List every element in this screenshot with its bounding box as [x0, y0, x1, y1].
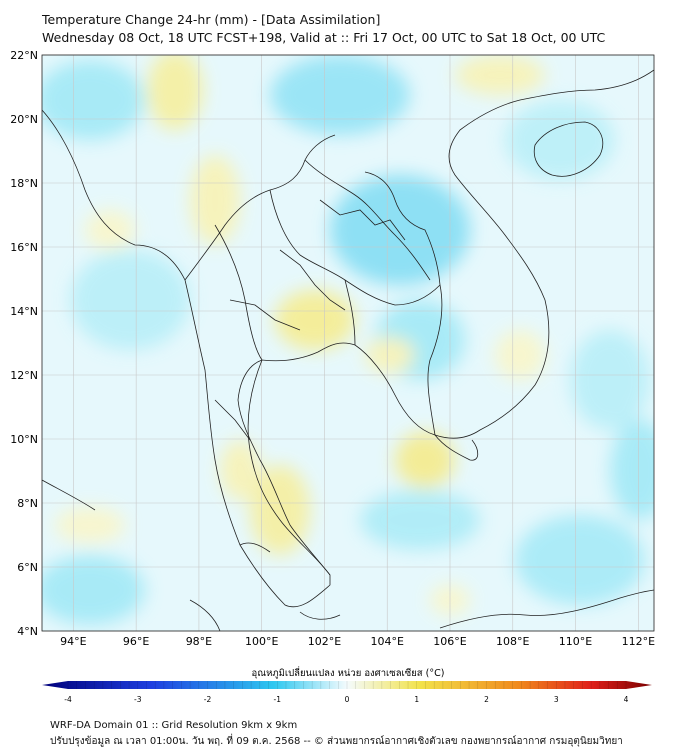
colorbar-tick-label: -4: [64, 695, 72, 704]
lat-label: 14°N: [10, 305, 38, 318]
footer-model-info: WRF-DA Domain 01 :: Grid Resolution 9km …: [50, 720, 298, 731]
colorbar-label: อุณหภูมิเปลี่ยนแปลง หน่วย องศาเซลเซียส (…: [252, 666, 445, 679]
colorbar-tick-label: -3: [134, 695, 142, 704]
lon-label: 110°E: [559, 635, 592, 648]
lat-label: 16°N: [10, 241, 38, 254]
lat-label: 22°N: [10, 49, 38, 62]
lat-label: 20°N: [10, 113, 38, 126]
lat-label: 8°N: [17, 497, 38, 510]
lat-label: 10°N: [10, 433, 38, 446]
colorbar-tick-label: 2: [484, 695, 489, 704]
map-frame: [41, 54, 655, 632]
lat-label: 18°N: [10, 177, 38, 190]
colorbar: อุณหภูมิเปลี่ยนแปลง หน่วย องศาเซลเซียส (…: [42, 666, 652, 704]
footer-credit: ปรับปรุงข้อมูล ณ เวลา 01:00น. วัน พฤ. ที…: [50, 736, 623, 747]
colorbar-ticks: -4 -3 -2 -1 0 1 2 3 4: [64, 695, 628, 704]
coastlines-and-borders: [42, 69, 654, 631]
lon-label: 100°E: [245, 635, 278, 648]
lon-label: 108°E: [496, 635, 529, 648]
lon-label: 106°E: [433, 635, 466, 648]
graticule: [42, 54, 654, 632]
colorbar-tick-label: 3: [554, 695, 559, 704]
lon-label: 104°E: [371, 635, 404, 648]
map-title: Temperature Change 24-hr (mm) - [Data As…: [42, 12, 381, 27]
lon-label: 112°E: [622, 635, 655, 648]
lon-label: 94°E: [60, 635, 86, 648]
colorbar-tick-label: 4: [624, 695, 629, 704]
lat-label: 4°N: [17, 625, 38, 638]
lat-label: 6°N: [17, 561, 38, 574]
lon-label: 96°E: [123, 635, 149, 648]
map-subtitle: Wednesday 08 Oct, 18 UTC FCST+198, Valid…: [42, 30, 606, 45]
lon-label: 102°E: [308, 635, 341, 648]
colorbar-tick-label: 0: [345, 695, 350, 704]
colorbar-tick-label: -1: [274, 695, 282, 704]
latitude-labels: 22°N 20°N 18°N 16°N 14°N 12°N 10°N 8°N 6°N 4°N: [10, 49, 38, 638]
temperature-field: [42, 55, 654, 631]
lat-label: 12°N: [10, 369, 38, 382]
longitude-labels: 94°E 96°E 98°E 100°E 102°E 104°E 106°E 108°E 110…: [60, 635, 655, 648]
colorbar-tick-label: 1: [414, 695, 419, 704]
lon-label: 98°E: [186, 635, 212, 648]
colorbar-gradient: [42, 681, 652, 689]
colorbar-segment-lines: [67, 681, 627, 689]
colorbar-tick-label: -2: [204, 695, 212, 704]
